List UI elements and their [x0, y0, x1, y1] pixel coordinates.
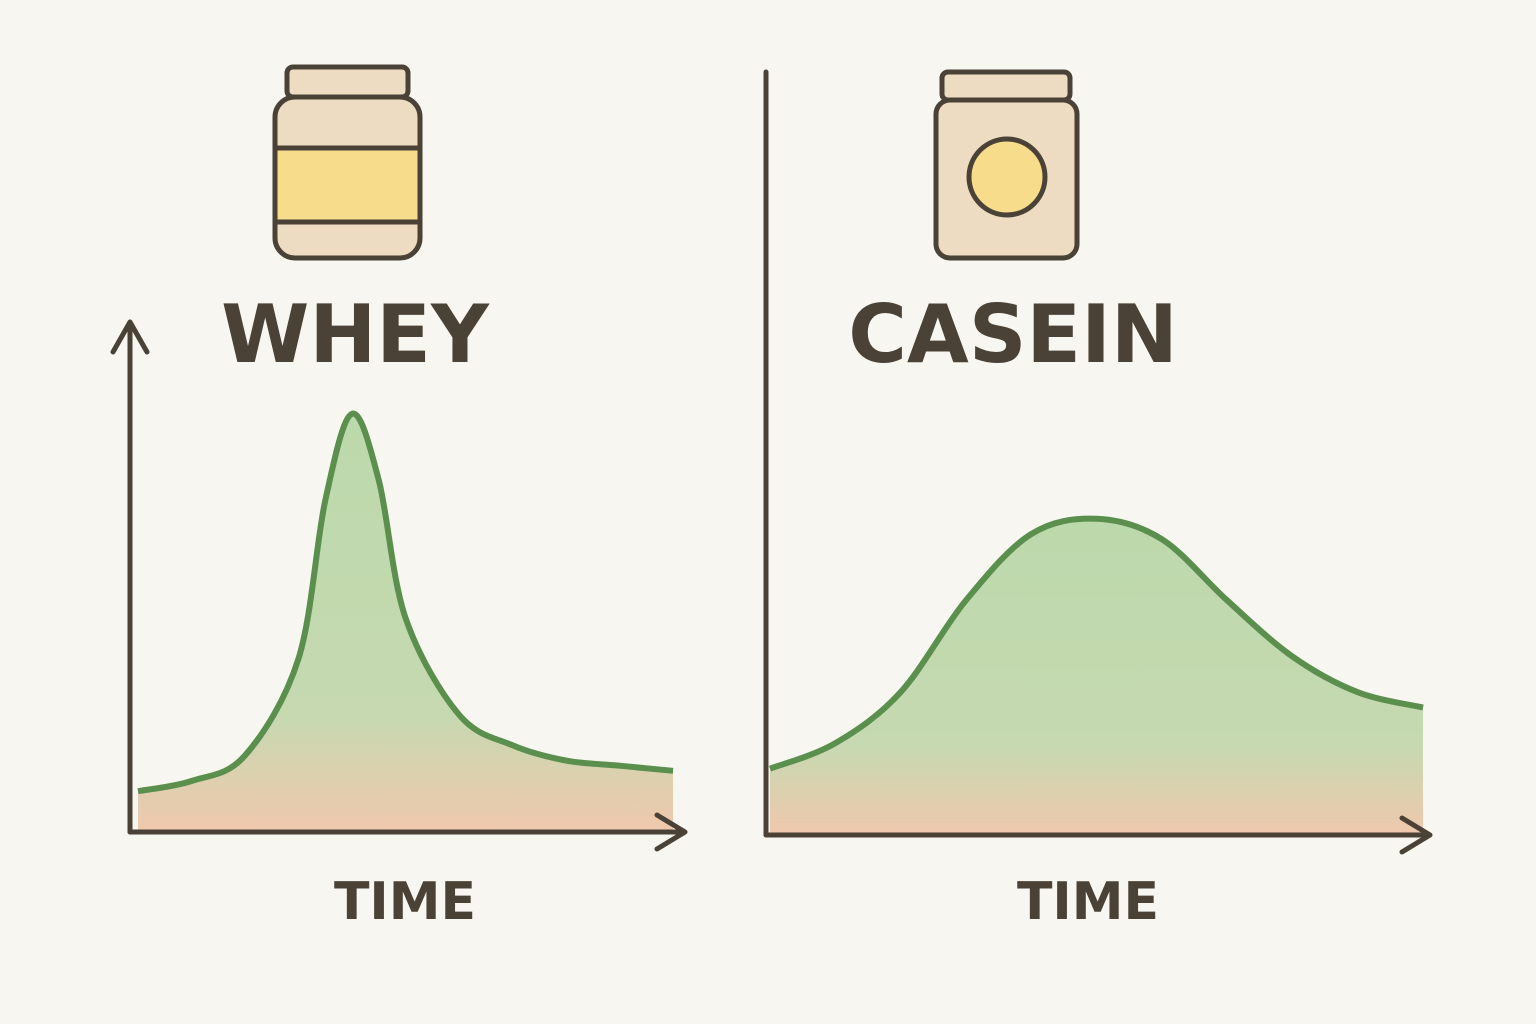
curve — [768, 515, 1424, 772]
chart-title: WHEY — [221, 288, 490, 381]
area-fill — [770, 518, 1423, 835]
y-axis — [110, 319, 150, 835]
x-axis-label: TIME — [1017, 872, 1159, 932]
chart-title: CASEIN — [848, 288, 1178, 381]
x-axis — [127, 812, 688, 852]
curve — [137, 410, 674, 795]
x-axis-label: TIME — [334, 872, 476, 932]
whey-jar — [272, 64, 423, 261]
x-axis — [763, 815, 1433, 855]
casein-jar — [933, 69, 1080, 261]
